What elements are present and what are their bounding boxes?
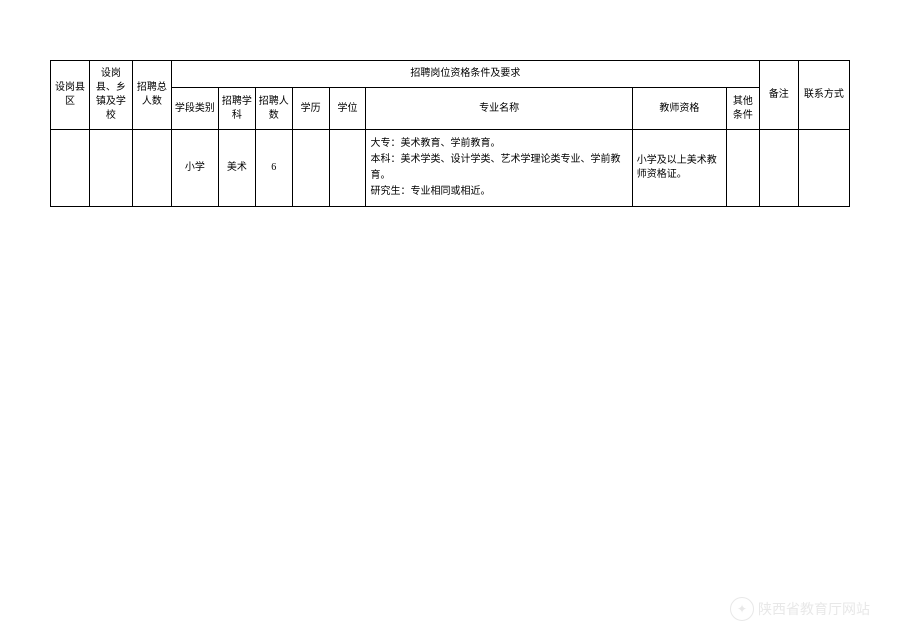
header-row-1: 设岗县区 设岗县、乡镇及学校 招聘总人数 招聘岗位资格条件及要求 备注 联系方式 bbox=[51, 61, 850, 88]
header-group-title: 招聘岗位资格条件及要求 bbox=[171, 61, 759, 88]
header-major: 专业名称 bbox=[366, 88, 632, 130]
cell-subject: 美术 bbox=[218, 130, 255, 207]
header-other: 其他条件 bbox=[727, 88, 760, 130]
header-school: 设岗县、乡镇及学校 bbox=[89, 61, 132, 130]
cell-major: 大专：美术教育、学前教育。 本科：美术学类、设计学类、艺术学理论类专业、学前教育… bbox=[366, 130, 632, 207]
watermark: ✦ 陕西省教育厅网站 bbox=[730, 597, 870, 621]
cell-total bbox=[132, 130, 171, 207]
cell-district bbox=[51, 130, 90, 207]
cell-degree bbox=[329, 130, 366, 207]
cell-qualification: 小学及以上美术教师资格证。 bbox=[632, 130, 726, 207]
recruitment-table: 设岗县区 设岗县、乡镇及学校 招聘总人数 招聘岗位资格条件及要求 备注 联系方式… bbox=[50, 60, 850, 207]
cell-education bbox=[292, 130, 329, 207]
cell-remark bbox=[759, 130, 798, 207]
cell-contact bbox=[798, 130, 849, 207]
header-district: 设岗县区 bbox=[51, 61, 90, 130]
header-total: 招聘总人数 bbox=[132, 61, 171, 130]
header-degree: 学位 bbox=[329, 88, 366, 130]
header-subject: 招聘学科 bbox=[218, 88, 255, 130]
major-line-3: 研究生：专业相同或相近。 bbox=[370, 184, 627, 200]
header-remark: 备注 bbox=[759, 61, 798, 130]
table-row: 小学 美术 6 大专：美术教育、学前教育。 本科：美术学类、设计学类、艺术学理论… bbox=[51, 130, 850, 207]
header-stage: 学段类别 bbox=[171, 88, 218, 130]
major-line-2: 本科：美术学类、设计学类、艺术学理论类专业、学前教育。 bbox=[370, 152, 627, 184]
header-contact: 联系方式 bbox=[798, 61, 849, 130]
cell-other bbox=[727, 130, 760, 207]
watermark-text: 陕西省教育厅网站 bbox=[758, 599, 870, 619]
watermark-icon: ✦ bbox=[730, 597, 754, 621]
cell-count: 6 bbox=[255, 130, 292, 207]
header-qualification: 教师资格 bbox=[632, 88, 726, 130]
header-count: 招聘人数 bbox=[255, 88, 292, 130]
major-line-1: 大专：美术教育、学前教育。 bbox=[370, 136, 627, 152]
header-education: 学历 bbox=[292, 88, 329, 130]
cell-school bbox=[89, 130, 132, 207]
cell-stage: 小学 bbox=[171, 130, 218, 207]
